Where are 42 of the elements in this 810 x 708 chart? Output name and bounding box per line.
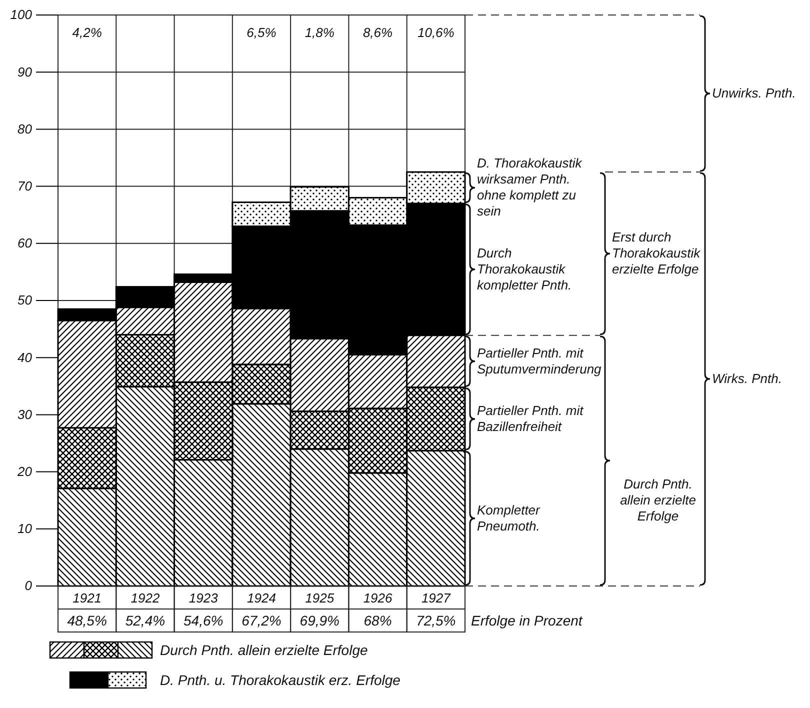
x-tick-label: 1924 — [247, 590, 276, 606]
y-tick-label: 90 — [18, 64, 33, 80]
y-tick-label: 40 — [18, 350, 33, 365]
x-tick-label: 1925 — [305, 590, 335, 606]
series-label: Partieller Pnth. mit Sputumverminderung — [477, 345, 602, 376]
y-tick-label: 100 — [10, 7, 33, 22]
total-label: 52,4% — [125, 612, 166, 628]
y-tick-label: 10 — [18, 521, 33, 536]
total-label: 48,5% — [67, 612, 107, 628]
y-tick-label: 0 — [24, 578, 33, 594]
total-label: 68% — [364, 612, 392, 628]
text: Durch Pnth. allein erzielte Erfolge — [620, 476, 696, 524]
text: Erfolge in Prozent — [471, 612, 584, 628]
annotation: 1,8% — [304, 25, 334, 40]
series-label: Kompletter Pneumoth. — [477, 502, 541, 534]
text: Durch Pnth. allein erzielte Erfolge — [160, 642, 368, 658]
y-tick-label: 30 — [18, 406, 33, 422]
x-tick-label: 1921 — [72, 590, 102, 606]
text: Wirks. Pnth. — [712, 371, 782, 386]
annotation: 8,6% — [362, 25, 393, 40]
x-tick-label: 1927 — [421, 590, 452, 606]
series-label: Durch Thorakokaustik kompletter Pnth. — [477, 245, 572, 292]
y-tick-label: 70 — [18, 178, 33, 194]
annotation: 10,6% — [417, 25, 454, 40]
total-label: 54,6% — [184, 612, 224, 628]
x-tick-label: 1923 — [188, 590, 219, 606]
y-tick-label: 60 — [18, 236, 33, 251]
total-label: 72,5% — [416, 612, 456, 628]
text: D. Pnth. u. Thorakokaustik erz. Erfolge — [160, 672, 401, 688]
annotation: 4,2% — [72, 25, 102, 40]
x-tick-label: 1922 — [130, 590, 160, 606]
series-label: D. Thorakokaustik wirksamer Pnth. ohne komplett zu sein — [477, 156, 584, 219]
series-label: Partieller Pnth. mit Bazillenfreiheit — [477, 402, 585, 434]
annotation: 6,5% — [246, 25, 276, 40]
total-label: 69,9% — [300, 612, 340, 628]
text: Unwirks. Pnth. — [712, 86, 796, 101]
x-tick-label: 1926 — [363, 590, 394, 606]
y-tick-label: 50 — [18, 292, 33, 308]
total-label: 67,2% — [242, 612, 282, 628]
text: Erst durch Thorakokaustik erzielte Erfolge — [612, 230, 702, 277]
y-tick-label: 20 — [16, 464, 33, 479]
y-tick-label: 80 — [18, 121, 33, 136]
